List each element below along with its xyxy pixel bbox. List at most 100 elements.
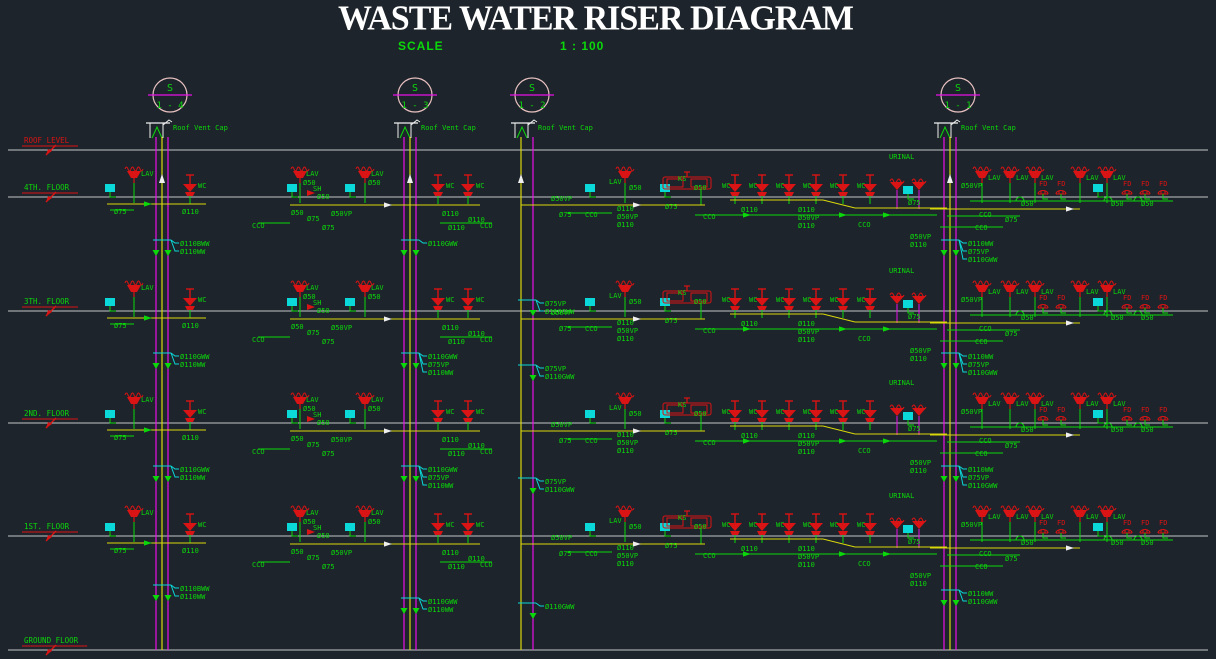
pipe-crossover: [1015, 310, 1025, 316]
urinal-symbol: [889, 292, 905, 323]
shower-symbol: [307, 190, 315, 196]
pipe-label: Ø110: [798, 222, 815, 230]
pipe-label: CCO: [480, 222, 493, 230]
floor-label: GROUND FLOOR: [24, 636, 79, 645]
pipe-label: CCO: [975, 338, 988, 346]
pipe-label: Ø50VP: [617, 552, 638, 560]
pipe-label: Ø50: [694, 410, 707, 418]
pipe-label: FD: [1141, 406, 1149, 414]
pipe-label: Ø110GWW: [428, 466, 458, 474]
pipe-label: Ø110: [617, 319, 634, 327]
pipe-label: WC: [830, 408, 838, 416]
pipe-label: Ø75VP: [968, 248, 989, 256]
pipe-label: LAV: [141, 284, 154, 292]
floor-drain-square: [345, 523, 356, 537]
floor-drain-symbol: [1157, 416, 1169, 426]
pipe-label: LAV: [1041, 513, 1054, 521]
pipe-crossover: [1015, 196, 1025, 202]
pipe-label: WC: [776, 521, 784, 529]
pipe-label: Ø110: [798, 448, 815, 456]
pipe-label: Ø110WW: [428, 482, 454, 490]
floor-drain-square: [585, 523, 596, 537]
urinal-symbol: [889, 178, 905, 209]
pipe-label: LAV: [1086, 513, 1099, 521]
wc-symbol: [461, 513, 475, 543]
floor-drain-symbol: [1121, 304, 1133, 314]
pipe-label: WC: [803, 296, 811, 304]
wc-symbol: [461, 288, 475, 318]
pipe-label: S: [529, 83, 535, 94]
pipe-label: Ø110WW: [428, 369, 454, 377]
pipe-label: Ø110: [741, 545, 758, 553]
pipe-label: Ø110WW: [180, 474, 206, 482]
pipe-label: LAV: [371, 170, 384, 178]
pipe-label: CCO: [480, 448, 493, 456]
flow-arrow: [743, 438, 751, 444]
flow-arrow: [743, 326, 751, 332]
flow-down-arrow: [164, 250, 172, 256]
lav-symbol: [290, 392, 310, 429]
riser-segment-callout: Ø110GWW: [400, 239, 458, 256]
pipe-label: Ø110: [910, 580, 927, 588]
pipe-label: LAV: [306, 284, 319, 292]
pipe-label: LAV: [141, 396, 154, 404]
lav-symbol: [972, 166, 992, 203]
pipe-label: Ø75VP: [545, 365, 566, 373]
wc-symbol: [809, 400, 823, 430]
flow-arrow: [743, 212, 751, 218]
pipe-label: FD: [1057, 406, 1065, 414]
pipe-label: Ø110: [448, 224, 465, 232]
floor-drain-symbol: [1037, 529, 1049, 539]
pipe-label: Ø50VP: [551, 534, 572, 542]
floor-drain-square: [660, 523, 671, 537]
pipe-label: Ø110: [798, 432, 815, 440]
flow-arrow: [883, 551, 891, 557]
pipe-label: Ø50: [1141, 200, 1154, 208]
floor-drain-square: [660, 298, 671, 312]
pipe-label: Ø110: [617, 447, 634, 455]
urinal-symbol: [911, 517, 927, 548]
pipe-label: Ø110: [910, 355, 927, 363]
pipe-label: Ø75: [1005, 555, 1018, 563]
pipe-label: WC: [722, 182, 730, 190]
floor-drain-square: [105, 184, 116, 198]
flow-down-arrow: [412, 250, 420, 256]
floor-drain-symbol: [1139, 190, 1151, 200]
lav-symbol: [615, 505, 635, 542]
pipe-label: FD: [1159, 294, 1167, 302]
pipe-label: CCO: [979, 550, 992, 558]
floor-drain-symbol: [1121, 529, 1133, 539]
pipe-label: Ø110GWW: [428, 598, 458, 606]
pipe-label: 1 - 3: [401, 101, 428, 111]
pipe-label: Ø110WW: [968, 353, 994, 361]
pipe-label: Ø50: [368, 179, 381, 187]
pipe-label: WC: [830, 182, 838, 190]
pipe-label: Ø75: [665, 542, 678, 550]
wc-symbol: [431, 400, 445, 430]
flow-arrow: [144, 315, 152, 321]
pipe-label: Ø75: [1005, 442, 1018, 450]
pipe-label: Ø75: [559, 437, 572, 445]
floor-drain-square: [287, 410, 298, 424]
pipe-label: Ø50VP: [798, 440, 819, 448]
wc-symbol: [755, 400, 769, 430]
pipe-label: WC: [830, 521, 838, 529]
wc-symbol: [755, 288, 769, 318]
pipe-label: Ø110GWW: [545, 308, 575, 316]
wc-symbol: [183, 513, 197, 543]
pipe-label: CCO: [585, 325, 598, 333]
wc-symbol: [863, 400, 877, 430]
pipe-label: FD: [1057, 180, 1065, 188]
floor-drain-symbol: [1037, 190, 1049, 200]
